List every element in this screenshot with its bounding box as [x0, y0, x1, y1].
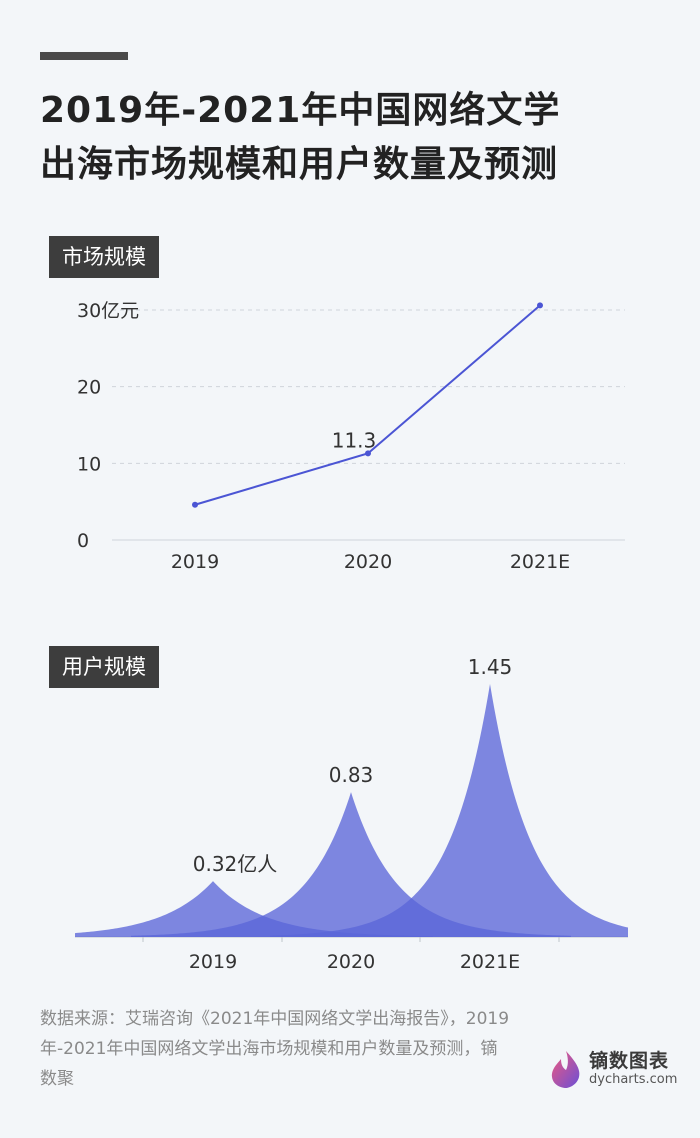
data-point: [192, 501, 198, 508]
peak-area: [270, 684, 628, 937]
title-line-2: 出海市场规模和用户数量及预测: [40, 144, 559, 185]
market-size-chart: 0 10 20 30亿元 2019 2020 2021E 11.3: [0, 290, 700, 590]
x-tick-label: 2020: [327, 951, 375, 973]
y-tick-label: 30亿元: [77, 300, 139, 322]
peak-area: [75, 881, 433, 937]
user-size-label: 用户规模: [49, 646, 159, 688]
brand-logo[interactable]: 镝数图表 dycharts.com: [549, 1046, 679, 1092]
user-size-chart: 0.32亿人 2019 0.83 2020 1.45 2021E: [0, 650, 700, 980]
brand-name: 镝数图表: [589, 1050, 670, 1072]
flame-icon: [551, 1051, 580, 1088]
y-tick-label: 10: [77, 453, 101, 475]
x-tick-label: 2019: [171, 551, 219, 573]
x-tick-label: 2019: [189, 951, 237, 973]
peak-area: [131, 792, 571, 937]
x-tick-label: 2021E: [460, 951, 520, 973]
market-size-label: 市场规模: [49, 236, 159, 278]
y-tick-label: 20: [77, 377, 101, 399]
data-label: 1.45: [468, 655, 513, 679]
series-line: [194, 304, 541, 506]
user-size-svg: 0.32亿人 2019 0.83 2020 1.45 2021E: [75, 655, 628, 973]
data-label: 0.83: [329, 763, 374, 787]
data-point: [365, 450, 371, 457]
title-accent-bar: [40, 52, 128, 60]
source-note: 数据来源：艾瑞咨询《2021年中国网络文学出海报告》，2019年-2021年中国…: [40, 1009, 510, 1089]
data-point: [537, 302, 543, 309]
x-tick-label: 2021E: [510, 551, 570, 573]
title-line-1: 2019年-2021年中国网络文学: [40, 90, 561, 131]
market-size-svg: 0 10 20 30亿元 2019 2020 2021E 11.3: [77, 300, 625, 573]
page-title: 2019年-2021年中国网络文学 出海市场规模和用户数量及预测: [40, 84, 680, 192]
x-tick-label: 2020: [344, 551, 392, 573]
data-label: 0.32亿人: [193, 852, 278, 876]
data-label: 11.3: [332, 428, 377, 452]
y-tick-label: 0: [77, 530, 89, 552]
brand-url: dycharts.com: [589, 1072, 678, 1087]
